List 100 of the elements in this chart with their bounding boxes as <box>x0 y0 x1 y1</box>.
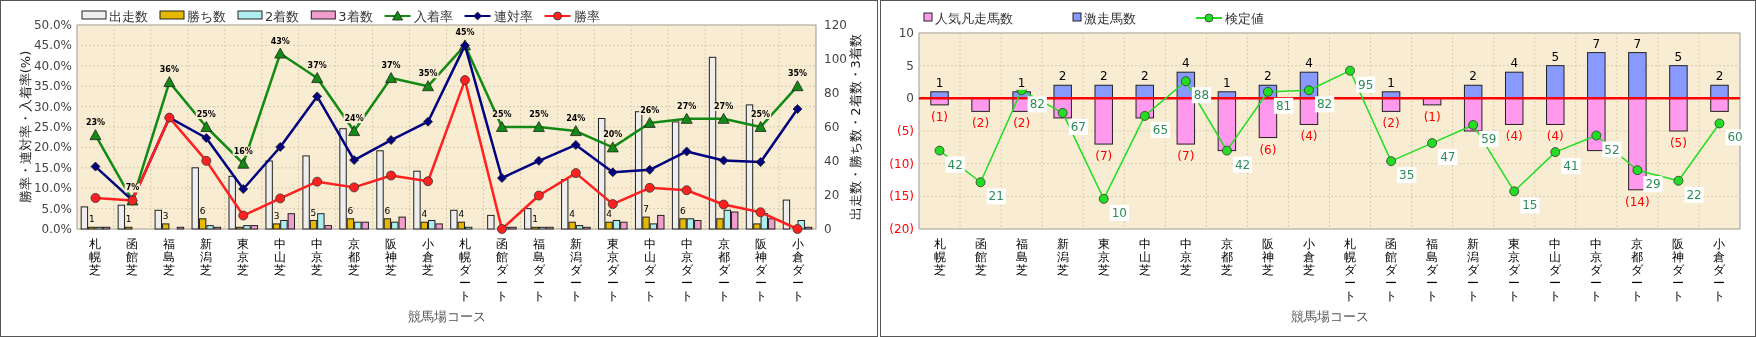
data-label: 25% <box>529 110 549 119</box>
data-label: (4) <box>1546 129 1564 144</box>
data-label: 24% <box>344 114 364 124</box>
data-label: 6 <box>347 205 354 216</box>
data-label: (2) <box>1382 116 1400 131</box>
x-tick-label: 京都ダート <box>1631 237 1645 303</box>
x-tick-label: 福島芝 <box>1015 237 1028 277</box>
x-tick-label: 阪神芝 <box>1261 237 1274 277</box>
y-tick-label: 45.0% <box>33 38 72 53</box>
y2-tick-label: 80 <box>824 86 840 100</box>
x-tick-label: 中京芝 <box>1179 237 1192 277</box>
data-label: (7) <box>1095 149 1113 164</box>
data-label: 65 <box>1152 122 1169 137</box>
y2-axis-title: 出走数・勝ち数・2着数・3着数 <box>848 34 863 220</box>
data-label: 29 <box>1645 177 1661 192</box>
y-tick-label: 20.0% <box>33 140 72 155</box>
data-label: 6 <box>384 205 391 216</box>
data-label: 82 <box>1029 97 1045 112</box>
data-label: 6 <box>680 205 687 216</box>
data-label: 4 <box>606 209 613 220</box>
y2-tick-label: 40 <box>824 154 840 168</box>
data-label: 52 <box>1604 142 1620 157</box>
x-tick-label: 京都芝 <box>348 237 361 277</box>
y-tick-label: (10) <box>889 156 914 171</box>
data-label: 24% <box>566 114 586 124</box>
data-label: 81 <box>1275 98 1292 113</box>
data-label: 5 <box>1674 49 1683 64</box>
data-label: 23% <box>85 118 106 128</box>
x-tick-label: 福島芝 <box>163 237 176 277</box>
x-tick-label: 小倉芝 <box>422 237 435 277</box>
legend-label: 出走数 <box>109 9 148 24</box>
data-label: 5 <box>310 207 317 218</box>
data-label: 2 <box>1058 69 1067 84</box>
data-label: 1 <box>1017 75 1026 90</box>
data-label: 27% <box>714 101 734 111</box>
legend-label: 勝率 <box>573 9 600 24</box>
data-label: 25% <box>196 110 216 119</box>
legend-label: 3着数 <box>338 9 373 24</box>
legend-label: 人気凡走馬数 <box>935 11 1013 26</box>
x-tick-label: 東京ダート <box>606 237 620 303</box>
data-label: 35% <box>418 69 438 79</box>
x-tick-label: 小倉ダート <box>791 237 805 303</box>
x-tick-label: 京都芝 <box>1220 237 1233 277</box>
x-axis-title: 競馬場コース <box>407 309 486 324</box>
x-tick-label: 中京ダート <box>680 237 694 303</box>
data-label: 1 <box>532 214 539 225</box>
y-tick-label: 5.0% <box>41 201 72 216</box>
data-label: 4 <box>458 209 465 220</box>
legend-label: 勝ち数 <box>187 9 226 24</box>
data-label: 35% <box>787 69 808 79</box>
x-tick-label: 函館芝 <box>974 237 987 277</box>
x-tick-label: 中山芝 <box>274 237 287 277</box>
x-tick-label: 函館ダート <box>1385 237 1399 303</box>
y-tick-label: 40.0% <box>33 58 72 73</box>
data-label: (2) <box>1013 116 1031 131</box>
data-label: 26% <box>640 105 660 115</box>
data-label: (5) <box>1669 136 1687 150</box>
data-label: 1 <box>125 214 132 225</box>
x-tick-label: 札幌ダート <box>458 237 472 303</box>
data-label: 4 <box>1305 56 1313 71</box>
y-tick-label: 5 <box>906 58 914 73</box>
data-label: (1) <box>1423 109 1441 124</box>
x-tick-label: 中山ダート <box>1549 237 1563 303</box>
x-axis-title: 競馬場コース <box>1290 309 1369 324</box>
x-tick-label: 小倉ダート <box>1713 237 1727 303</box>
x-tick-label: 中山芝 <box>1138 237 1151 277</box>
x-tick-label: 札幌芝 <box>933 237 946 277</box>
y-tick-label: 0.0% <box>41 222 72 236</box>
data-label: 67 <box>1070 119 1086 134</box>
data-label: 10 <box>1111 205 1128 220</box>
y2-tick-label: 120 <box>824 18 847 32</box>
data-label: 6 <box>199 205 206 216</box>
x-tick-label: 京都ダート <box>717 237 731 303</box>
x-tick-label: 阪神芝 <box>385 237 398 277</box>
x-tick-label: 札幌ダート <box>1344 237 1358 303</box>
data-label: 20% <box>603 130 623 140</box>
data-label: 5 <box>1551 49 1560 64</box>
data-label: 88 <box>1193 88 1210 103</box>
x-tick-label: 札幌芝 <box>89 237 102 277</box>
data-label: 2 <box>1469 69 1477 84</box>
data-label: 37% <box>381 61 401 71</box>
legend-label: 激走馬数 <box>1084 11 1136 26</box>
data-label: 45% <box>455 28 475 38</box>
data-label: 2 <box>1715 69 1724 84</box>
data-label: 3 <box>273 210 280 221</box>
data-label: 82 <box>1316 97 1333 112</box>
data-label: (4) <box>1300 129 1318 144</box>
data-label: (1) <box>931 109 949 124</box>
x-tick-label: 小倉芝 <box>1302 237 1315 277</box>
data-label: 3 <box>162 210 169 221</box>
x-tick-label: 福島ダート <box>532 237 546 303</box>
y2-tick-label: 0 <box>824 222 832 236</box>
data-label: 7 <box>643 204 649 215</box>
y-tick-label: 50.0% <box>33 18 72 32</box>
x-tick-label: 新潟芝 <box>1056 237 1069 277</box>
y-tick-label: 10.0% <box>33 181 72 196</box>
y-tick-label: 25.0% <box>33 120 72 134</box>
data-label: 4 <box>569 209 576 220</box>
y-tick-label: (20) <box>889 222 914 236</box>
x-tick-label: 東京芝 <box>1097 237 1110 277</box>
